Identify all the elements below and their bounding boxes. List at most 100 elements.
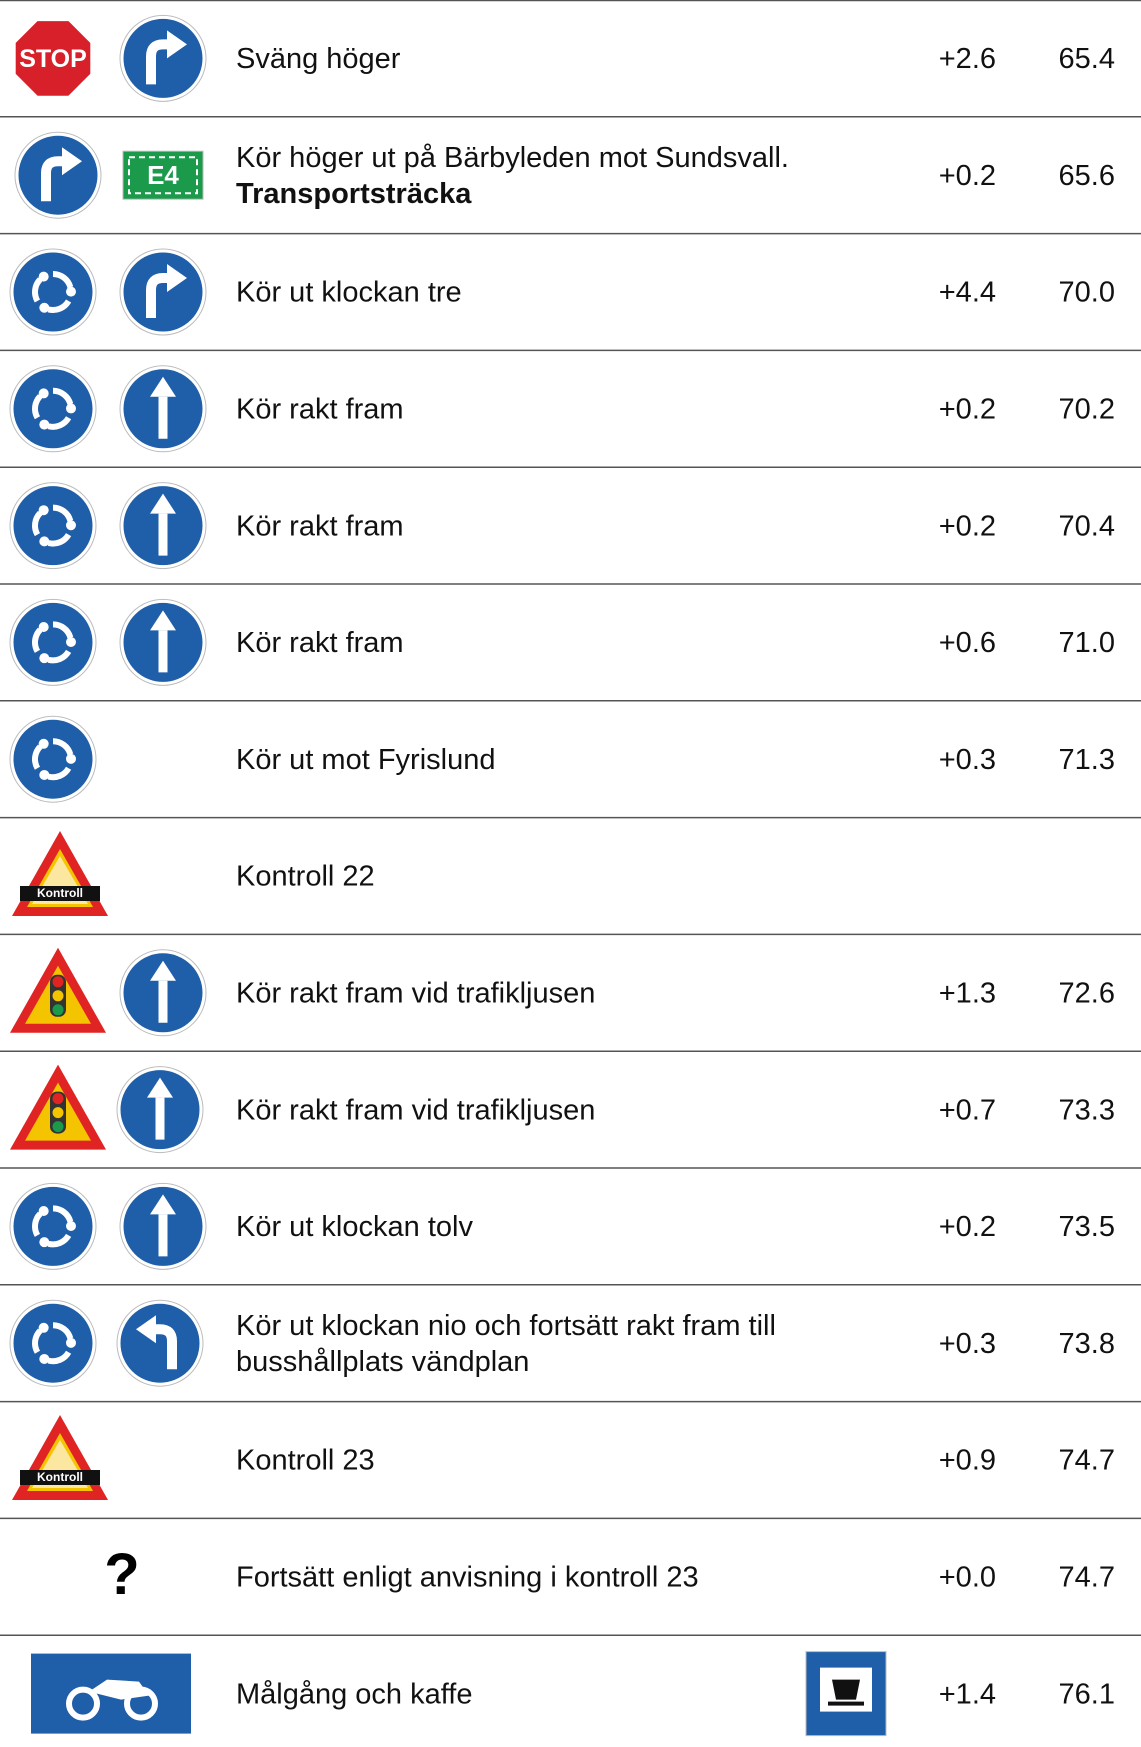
sign-rim bbox=[9, 482, 97, 570]
round-arrow-head bbox=[38, 271, 49, 282]
round-arrow bbox=[52, 504, 74, 522]
traffic-lamp bbox=[52, 990, 64, 1002]
distance-delta: +4.4 bbox=[939, 277, 996, 309]
route-row: Kontroll Kontroll 22 bbox=[12, 831, 375, 916]
round-arrow bbox=[32, 744, 43, 770]
instruction-text: Målgång och kaffe bbox=[236, 1678, 472, 1710]
sign-rim bbox=[9, 715, 97, 803]
instruction-text: Kör ut klockan tolv bbox=[236, 1211, 473, 1243]
round-arrow-head bbox=[65, 637, 76, 648]
round-arrow bbox=[52, 387, 74, 406]
arrow-head bbox=[150, 960, 176, 981]
distance-total: 73.8 bbox=[1059, 1328, 1115, 1360]
distance-total: 72.6 bbox=[1059, 977, 1115, 1009]
distance-delta: +1.3 bbox=[939, 977, 996, 1009]
instruction-text: Kör ut klockan nio och fortsätt rakt fra… bbox=[236, 1310, 776, 1342]
arrow-head bbox=[150, 1194, 176, 1215]
round-arrow bbox=[47, 1350, 72, 1365]
distance-delta: +1.4 bbox=[939, 1678, 996, 1710]
distance-total: 74.7 bbox=[1059, 1561, 1115, 1593]
arrow-head bbox=[167, 264, 187, 292]
instruction-text: Kör höger ut på Bärbyleden mot Sundsvall… bbox=[236, 142, 789, 174]
arrow-head bbox=[150, 376, 176, 397]
sign-rim bbox=[119, 248, 207, 336]
round-arrow-head bbox=[65, 286, 76, 297]
route-row: ? Fortsätt enligt anvisning i kontroll 23… bbox=[104, 1542, 1115, 1607]
instruction-text: Kör rakt fram bbox=[236, 393, 404, 425]
turn-arrow bbox=[41, 156, 64, 202]
route-row: Kör ut mot Fyrislund +0.3 71.3 bbox=[9, 715, 1115, 803]
instruction-text: Kör rakt fram vid trafikljusen bbox=[236, 977, 595, 1009]
round-arrow-head bbox=[38, 505, 49, 516]
round-arrow bbox=[32, 1211, 43, 1237]
round-arrow bbox=[52, 738, 74, 756]
sign-rim bbox=[119, 365, 207, 453]
distance-total: 73.5 bbox=[1059, 1211, 1115, 1243]
sign-rim bbox=[9, 248, 97, 336]
instruction-text: Kontroll 23 bbox=[236, 1445, 375, 1477]
sign-circle bbox=[10, 1183, 96, 1269]
sign-rim bbox=[119, 949, 207, 1037]
round-arrow bbox=[47, 649, 72, 664]
sign-circle bbox=[10, 483, 96, 569]
turn-arrow bbox=[154, 1324, 177, 1370]
round-arrow-head bbox=[38, 738, 49, 749]
round-arrow bbox=[52, 1322, 74, 1340]
traffic-lamp bbox=[52, 1004, 64, 1016]
round-arrow-head bbox=[65, 403, 76, 414]
e4-border bbox=[128, 156, 198, 195]
round-arrow-head bbox=[65, 1337, 76, 1348]
kontroll-text: Kontroll bbox=[37, 1470, 83, 1484]
instruction-text: Kör ut mot Fyrislund bbox=[236, 744, 495, 776]
turn-arrow bbox=[146, 39, 169, 85]
round-arrow-head bbox=[38, 622, 49, 633]
distance-delta: +0.0 bbox=[939, 1561, 996, 1593]
round-arrow-head bbox=[39, 536, 50, 547]
traffic-lamp bbox=[52, 1093, 64, 1105]
moto-body bbox=[89, 1679, 149, 1700]
route-row: Kör rakt fram vid trafikljusen +1.3 72.6 bbox=[10, 947, 1115, 1037]
round-arrow-head bbox=[65, 1221, 76, 1232]
sign-circle bbox=[117, 1300, 203, 1386]
round-arrow bbox=[47, 532, 72, 547]
distance-delta: +0.2 bbox=[939, 1211, 996, 1243]
arrow-head bbox=[167, 30, 187, 59]
arrow-head bbox=[150, 610, 176, 631]
round-arrow bbox=[32, 277, 43, 303]
round-arrow-head bbox=[39, 302, 50, 313]
sign-circle bbox=[10, 366, 96, 452]
e4-text: E4 bbox=[147, 160, 179, 190]
sign-rim bbox=[119, 598, 207, 686]
round-arrow bbox=[47, 416, 72, 430]
round-arrow bbox=[52, 1205, 74, 1223]
sign-circle bbox=[10, 599, 96, 685]
round-arrow bbox=[52, 271, 74, 289]
route-row: Kör ut klockan tolv +0.2 73.5 bbox=[9, 1182, 1115, 1270]
round-arrow-head bbox=[38, 1322, 49, 1333]
distance-delta: +0.9 bbox=[939, 1445, 996, 1477]
question-mark: ? bbox=[104, 1542, 139, 1607]
distance-total: 71.0 bbox=[1059, 627, 1115, 659]
sign-circle bbox=[10, 1300, 96, 1386]
instruction-text: Kör ut klockan tre bbox=[236, 277, 462, 309]
round-arrow-head bbox=[38, 1206, 49, 1217]
instruction-text: Kör rakt fram bbox=[236, 510, 404, 542]
round-arrow bbox=[52, 621, 74, 639]
sign-rim bbox=[116, 1299, 204, 1387]
kontroll-text: Kontroll bbox=[37, 886, 83, 900]
stop-text: STOP bbox=[19, 45, 87, 73]
sign-circle bbox=[10, 249, 96, 335]
stop-sign bbox=[12, 18, 94, 99]
traffic-lamp bbox=[52, 976, 64, 988]
distance-delta: +2.6 bbox=[939, 43, 996, 75]
traffic-lamp bbox=[52, 1107, 64, 1119]
sign-circle bbox=[15, 132, 101, 218]
sign-rim bbox=[116, 1066, 204, 1154]
distance-delta: +0.2 bbox=[939, 393, 996, 425]
moto-wheel bbox=[66, 1686, 100, 1721]
route-row: Kör ut klockan tre +4.4 70.0 bbox=[9, 248, 1115, 336]
round-arrow bbox=[47, 1233, 72, 1248]
e4-sign bbox=[122, 150, 204, 200]
distance-delta: +0.2 bbox=[939, 160, 996, 192]
